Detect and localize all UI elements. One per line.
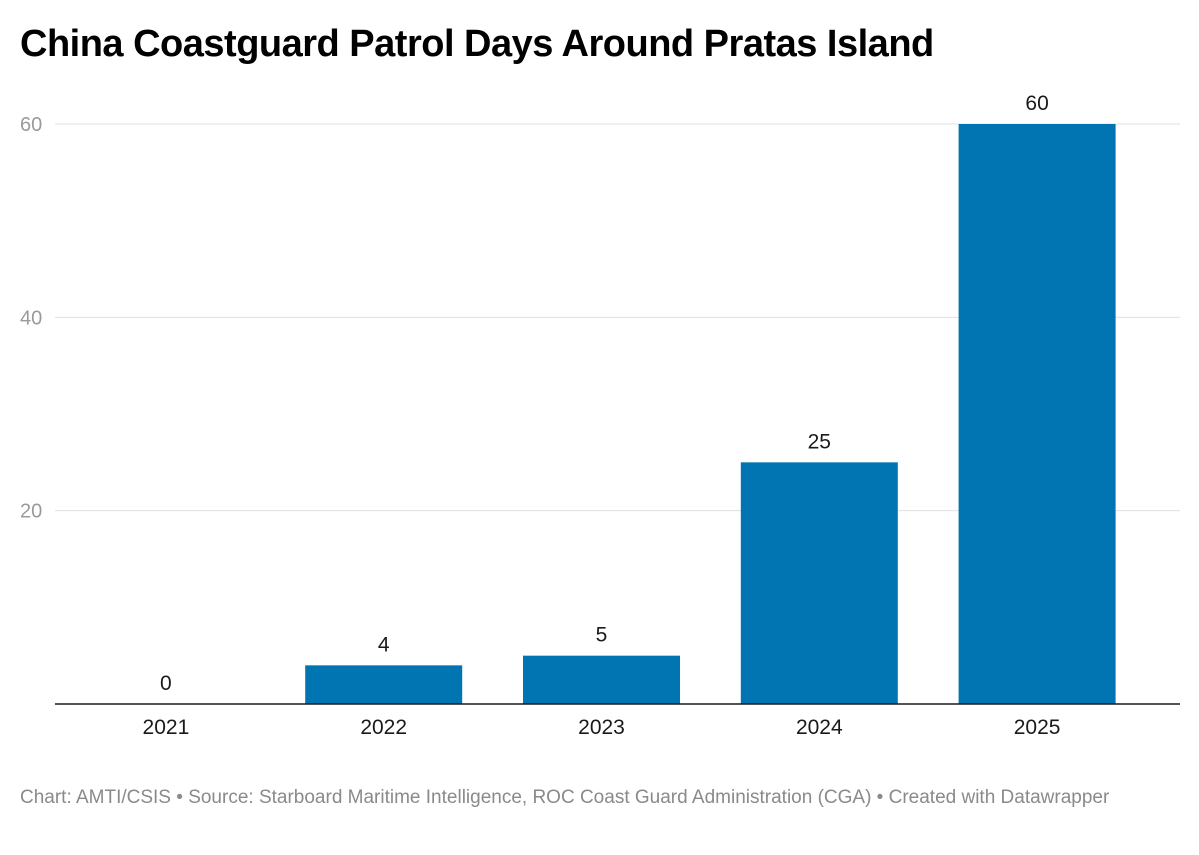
chart-title: China Coastguard Patrol Days Around Prat…	[20, 23, 934, 65]
x-tick-label: 2024	[796, 716, 843, 739]
x-tick-label: 2021	[143, 716, 190, 739]
y-tick-label: 60	[20, 114, 42, 136]
data-label: 5	[596, 624, 608, 647]
bar-2025	[958, 124, 1116, 704]
chart-footer: Chart: AMTI/CSIS • Source: Starboard Mar…	[20, 787, 1110, 808]
data-label: 25	[808, 430, 831, 453]
x-tick-label: 2025	[1014, 716, 1061, 739]
bar-2023	[523, 655, 680, 704]
bar-2022	[305, 665, 463, 704]
y-tick-label: 40	[20, 307, 42, 329]
data-label: 60	[1025, 92, 1048, 115]
x-tick-label: 2022	[360, 716, 407, 739]
y-tick-label: 20	[20, 501, 42, 523]
bar-2024	[740, 462, 898, 704]
bars: 0 2021 4 2022 5 2023 25 2024 60 2025	[143, 92, 1116, 739]
data-label: 4	[378, 633, 390, 656]
data-label: 0	[160, 672, 172, 695]
x-tick-label: 2023	[578, 716, 625, 739]
